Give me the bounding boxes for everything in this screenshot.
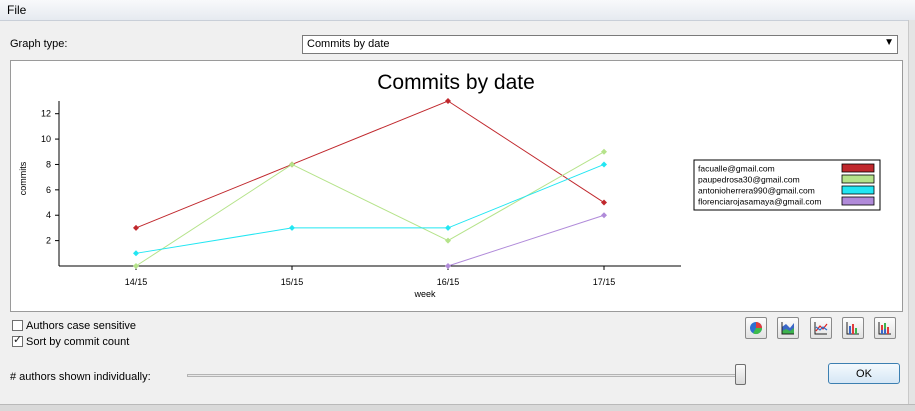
area-chart-button[interactable] bbox=[777, 317, 799, 339]
bar-chart-icon bbox=[846, 322, 859, 335]
data-point bbox=[289, 224, 295, 231]
stacked-bar-chart-icon bbox=[878, 322, 891, 335]
x-tick-label: 15/15 bbox=[281, 277, 304, 287]
stacked-bar-chart-button[interactable] bbox=[874, 317, 896, 339]
legend-entry-label: antonioherrera990@gmail.com bbox=[698, 186, 815, 196]
pie-chart-button[interactable] bbox=[745, 317, 767, 339]
data-point bbox=[601, 212, 607, 219]
data-point bbox=[445, 224, 451, 231]
graph-type-select[interactable]: Commits by date ▼ bbox=[302, 35, 898, 54]
data-point bbox=[601, 161, 607, 168]
x-tick-label: 14/15 bbox=[125, 277, 148, 287]
commits-chart: Commits by date 2 4 6 8 10 12 14/15 15/15 16/15 17… bbox=[18, 71, 881, 299]
authors-slider-track[interactable] bbox=[187, 374, 743, 377]
chart-title: Commits by date bbox=[377, 71, 535, 94]
bar-chart-button[interactable] bbox=[842, 317, 864, 339]
menu-file[interactable]: File bbox=[7, 3, 27, 17]
legend-entry-label: facualle@gmail.com bbox=[698, 164, 775, 174]
graph-type-selected: Commits by date bbox=[307, 38, 390, 50]
pie-chart-icon bbox=[750, 322, 762, 335]
x-axis-label: week bbox=[413, 289, 436, 299]
data-point bbox=[445, 98, 451, 104]
x-tick-label: 16/15 bbox=[437, 277, 460, 287]
taskbar-strip bbox=[0, 404, 915, 411]
y-tick-label: 4 bbox=[46, 210, 51, 220]
data-point bbox=[133, 263, 139, 269]
y-tick-label: 12 bbox=[41, 109, 51, 119]
series-line bbox=[135, 100, 605, 229]
chart-panel: Commits by date 2 4 6 8 10 12 14/15 15/15 16/15 17… bbox=[10, 60, 903, 312]
sort-by-count-checkbox[interactable]: ✓ bbox=[12, 334, 23, 347]
sort-by-count-label: Sort by commit count bbox=[26, 336, 130, 348]
data-point bbox=[133, 250, 139, 257]
data-point bbox=[289, 161, 295, 168]
line-chart-button[interactable] bbox=[810, 317, 832, 339]
menubar: File bbox=[0, 0, 915, 21]
y-axis-label: commits bbox=[18, 161, 28, 195]
case-sensitive-checkbox[interactable] bbox=[12, 320, 23, 331]
data-point bbox=[601, 148, 607, 155]
legend-swatch bbox=[841, 185, 875, 195]
area-chart-icon bbox=[781, 322, 794, 335]
y-tick-label: 10 bbox=[41, 134, 51, 144]
graph-type-label: Graph type: bbox=[10, 38, 68, 50]
legend-swatch bbox=[841, 174, 875, 184]
window-edge bbox=[908, 20, 915, 410]
legend-entry-label: paupedrosa30@gmail.com bbox=[698, 175, 800, 185]
x-tick-label: 17/15 bbox=[593, 277, 616, 287]
authors-slider-thumb[interactable] bbox=[735, 364, 746, 385]
data-point bbox=[133, 224, 139, 231]
line-chart-icon bbox=[814, 322, 828, 335]
ok-button[interactable]: OK bbox=[828, 363, 900, 384]
chevron-down-icon[interactable]: ▼ bbox=[884, 37, 894, 48]
legend-entry-label: florenciarojasamaya@gmail.com bbox=[698, 197, 821, 207]
legend-swatch bbox=[841, 196, 875, 206]
series-line bbox=[135, 151, 605, 267]
case-sensitive-label: Authors case sensitive bbox=[26, 320, 137, 332]
series-line bbox=[135, 163, 605, 254]
data-point bbox=[601, 199, 607, 206]
data-point bbox=[445, 237, 451, 244]
authors-slider-label: # authors shown individually: bbox=[10, 371, 151, 383]
y-tick-label: 2 bbox=[46, 236, 51, 246]
y-tick-label: 6 bbox=[46, 185, 51, 195]
y-tick-label: 8 bbox=[46, 159, 51, 169]
check-mark-icon: ✓ bbox=[13, 334, 23, 346]
series-line bbox=[447, 214, 605, 267]
data-point bbox=[445, 263, 451, 269]
legend-swatch bbox=[841, 163, 875, 173]
